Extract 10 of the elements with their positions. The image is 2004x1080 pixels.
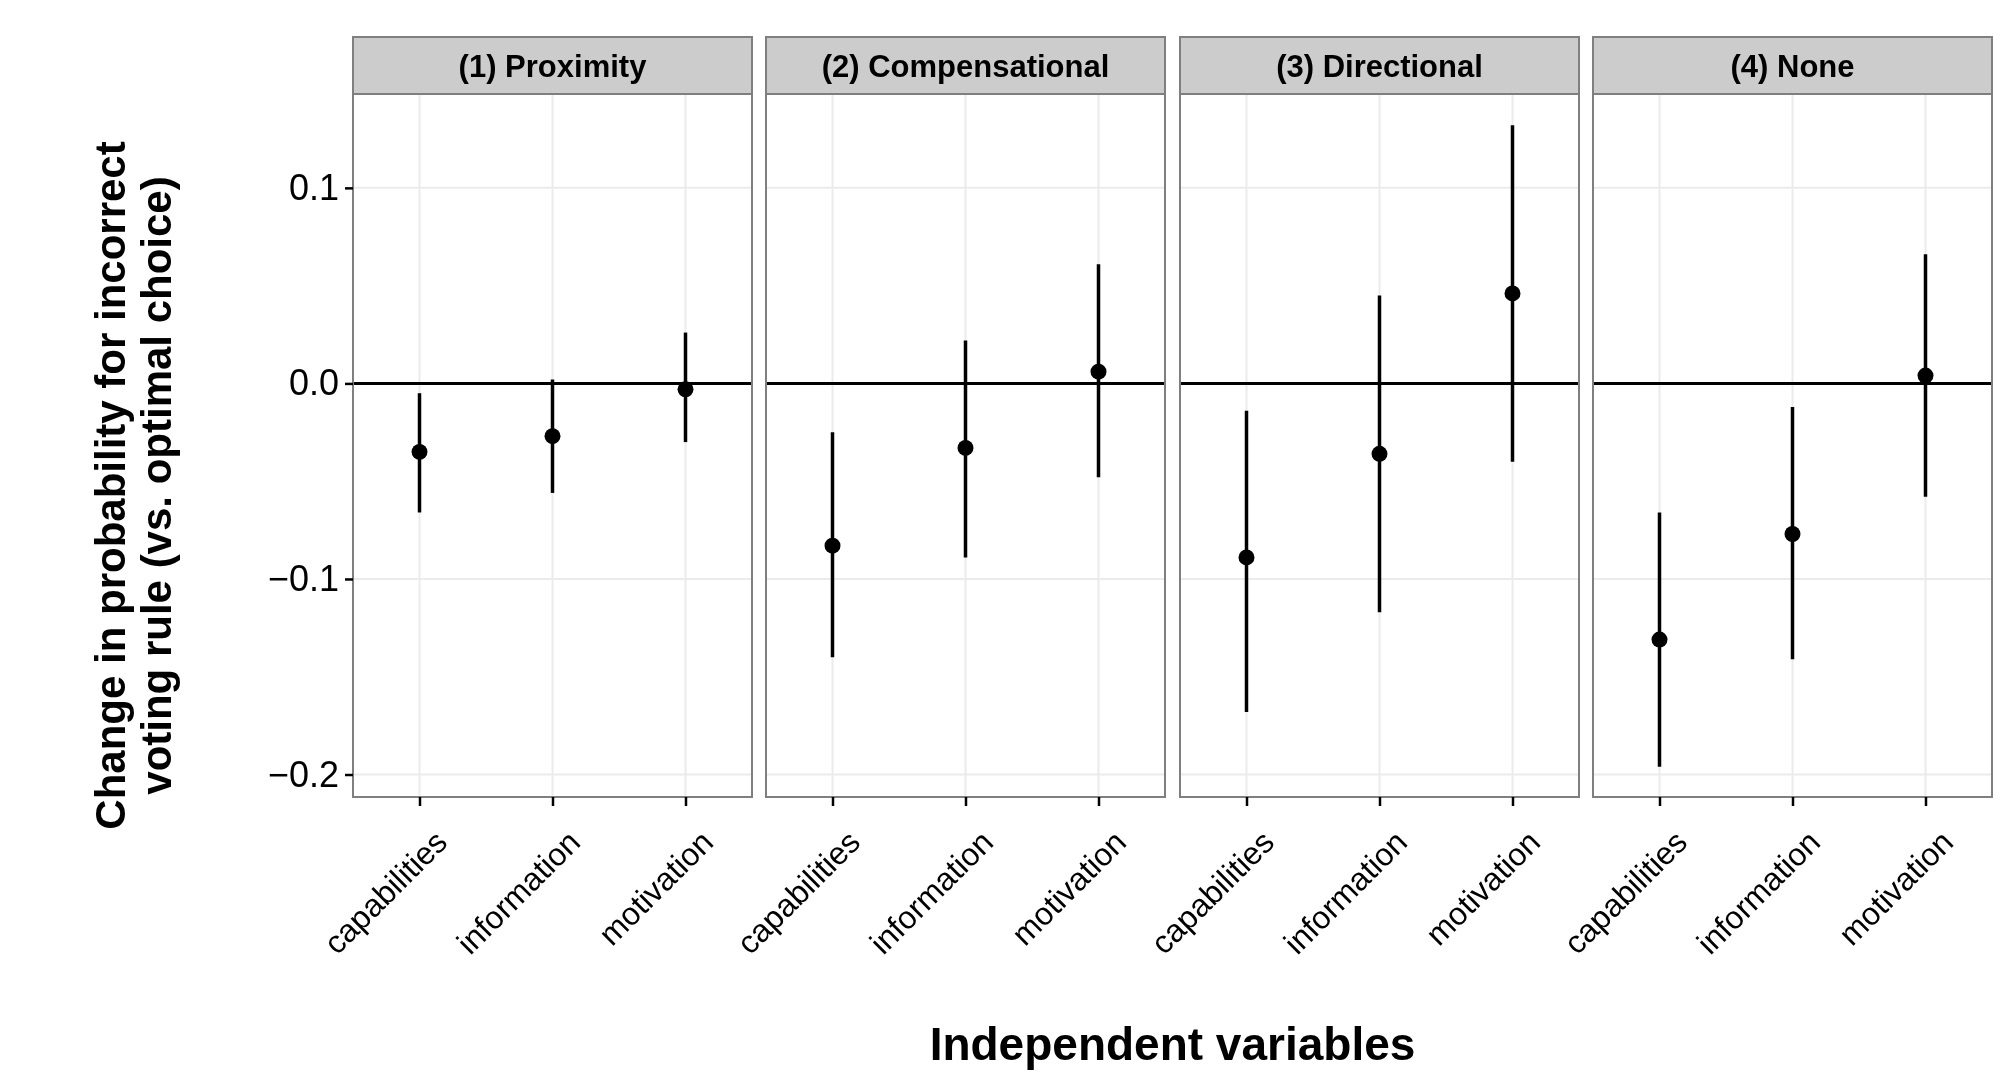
y-axis-title: Change in probability for incorrect voting rule (vs. optimal choice) xyxy=(87,141,180,830)
x-axis-title: Independent variables xyxy=(929,1018,1416,1070)
chart-title: (3) Directional xyxy=(1276,48,1483,84)
y-tick-label: 0.0 xyxy=(288,362,339,404)
y-tick-label: −0.2 xyxy=(267,753,339,795)
chart-title: (2) Compensational xyxy=(821,48,1110,84)
chart-title: (4) None xyxy=(1730,48,1855,84)
y-tick-label: 0.1 xyxy=(288,166,339,208)
y-tick-label: −0.1 xyxy=(267,557,339,599)
chart-title: (1) Proximity xyxy=(458,48,648,84)
